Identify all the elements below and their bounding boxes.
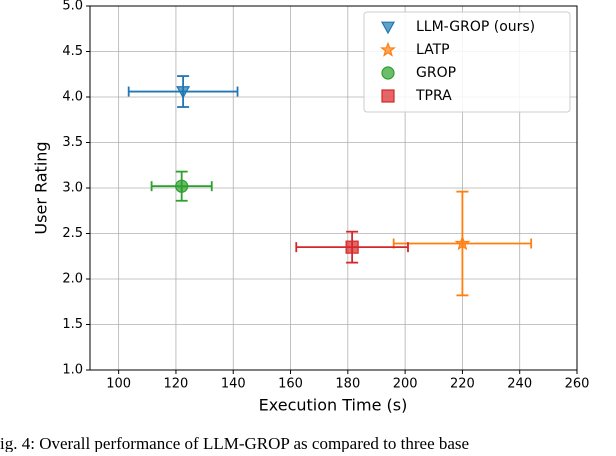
caption: ig. 4: Overall performance of LLM-GROP a…	[0, 434, 469, 452]
legend-label: TPRA	[415, 88, 452, 104]
marker	[381, 66, 395, 80]
x-tick-label: 100	[106, 377, 131, 392]
y-tick-label: 4.5	[62, 44, 83, 59]
x-tick-label: 260	[565, 377, 590, 392]
y-tick-label: 2.5	[62, 226, 83, 241]
marker	[380, 41, 396, 57]
x-tick-label: 140	[221, 377, 246, 392]
marker	[345, 240, 359, 254]
marker	[381, 89, 395, 103]
y-tick-label: 3.0	[62, 181, 83, 196]
legend-label: GROP	[416, 65, 456, 81]
marker	[454, 235, 471, 251]
y-axis-label: User Rating	[32, 141, 51, 234]
x-tick-label: 240	[507, 377, 532, 392]
x-tick-label: 200	[393, 377, 418, 392]
y-tick-label: 4.0	[62, 90, 83, 105]
x-tick-label: 180	[335, 377, 360, 392]
x-tick-label: 160	[278, 377, 303, 392]
legend-label: LATP	[416, 42, 450, 58]
legend-label: LLM-GROP (ours)	[416, 19, 535, 35]
marker	[175, 179, 189, 193]
marker	[380, 21, 396, 35]
y-tick-label: 1.0	[62, 363, 83, 378]
y-tick-label: 2.0	[62, 272, 83, 287]
x-axis-label: Execution Time (s)	[259, 396, 408, 415]
x-tick-label: 120	[164, 377, 189, 392]
marker	[176, 86, 191, 99]
y-tick-label: 1.5	[62, 317, 83, 332]
y-tick-label: 3.5	[62, 135, 83, 150]
plot-frame	[89, 5, 578, 371]
legend-box	[363, 11, 571, 113]
y-tick-label: 5.0	[62, 0, 83, 14]
x-tick-label: 220	[450, 377, 475, 392]
